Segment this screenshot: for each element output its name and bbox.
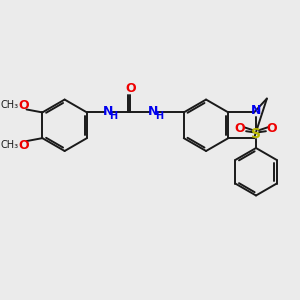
Text: H: H xyxy=(110,111,118,122)
Text: N: N xyxy=(251,104,261,117)
Text: CH₃: CH₃ xyxy=(1,100,19,110)
Text: N: N xyxy=(148,105,158,118)
Text: O: O xyxy=(266,122,277,135)
Text: N: N xyxy=(103,105,113,118)
Text: O: O xyxy=(18,139,29,152)
Text: H: H xyxy=(155,111,163,122)
Text: O: O xyxy=(18,99,29,112)
Text: S: S xyxy=(251,127,261,141)
Text: CH₃: CH₃ xyxy=(1,140,19,150)
Text: O: O xyxy=(125,82,136,95)
Text: O: O xyxy=(235,122,245,135)
